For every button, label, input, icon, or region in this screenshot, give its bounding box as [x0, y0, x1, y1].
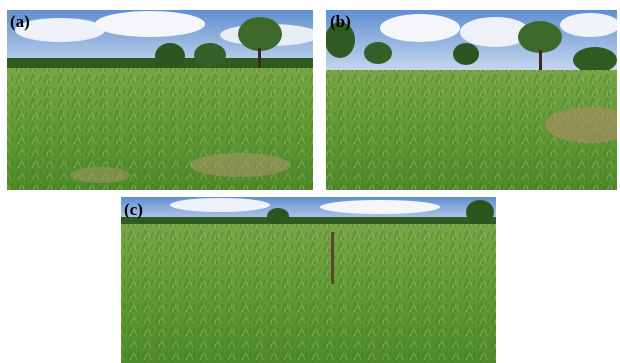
- photo-a: [7, 10, 320, 190]
- figure: (a) (b) (c): [0, 0, 620, 363]
- photo-b: [325, 10, 620, 190]
- panel-label: (b): [330, 12, 351, 31]
- photo-c: [121, 197, 496, 363]
- panel-label: (a): [10, 12, 30, 31]
- panel-label: (c): [124, 200, 143, 219]
